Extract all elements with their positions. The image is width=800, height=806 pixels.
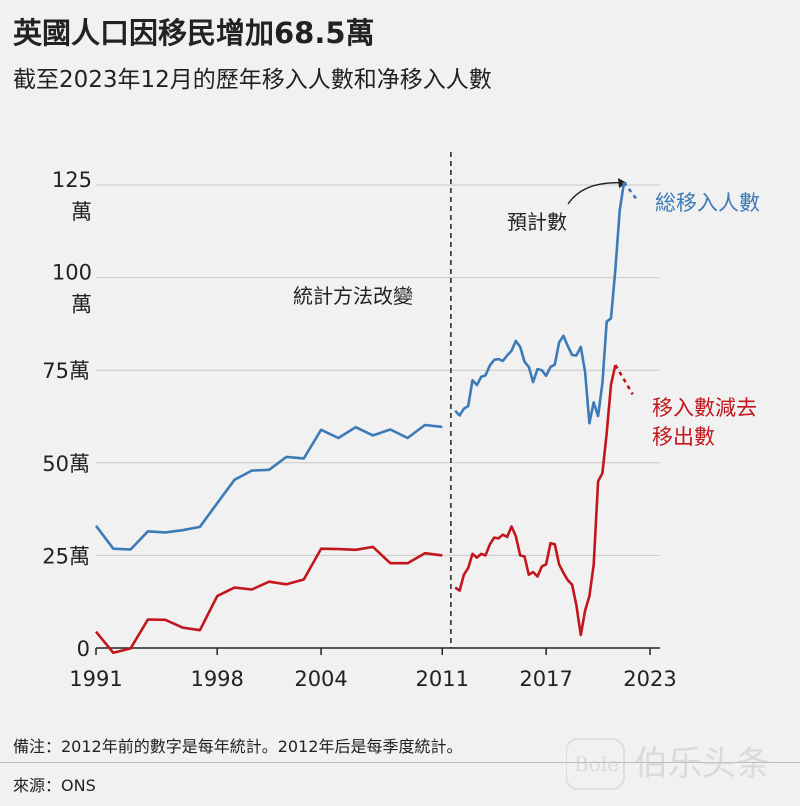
source-credit: 來源：ONS [13, 776, 96, 795]
x-tick-label: 2023 [623, 667, 676, 691]
series-line-annual-1 [94, 545, 443, 655]
x-tick-label: 2011 [416, 667, 469, 691]
footer-divider [0, 762, 800, 763]
x-tick-label: 2017 [519, 667, 572, 691]
y-tick-label: 0 [77, 637, 90, 661]
x-tick-label: 1998 [190, 667, 243, 691]
series-line-projected-0 [622, 181, 639, 201]
watermark-badge [566, 738, 625, 790]
series-line-quarterly-1 [454, 364, 617, 637]
y-tick-label: 25萬 [42, 544, 90, 568]
series-label-net-line1: 移入數減去 [652, 396, 757, 420]
projected-label: 預計數 [507, 210, 567, 234]
chart-subtitle: 截至2023年12月的歷年移入人數和净移入人數 [13, 67, 492, 93]
series-line-projected-1 [614, 364, 634, 395]
y-tick-label: 125 [52, 168, 92, 192]
series-line-quarterly-0 [454, 182, 626, 425]
watermark-text: 伯乐头条 [634, 744, 770, 784]
footnote: 備注：2012年前的數字是每年統計。2012年后是每季度統計。 [13, 737, 463, 756]
chart-title: 英國人口因移民增加68.5萬 [13, 16, 375, 50]
watermark-badge-text: Bole [574, 752, 619, 776]
series-line-annual-0 [94, 423, 443, 551]
method-change-label: 統計方法改變 [293, 284, 413, 308]
projected-arrowhead [618, 178, 627, 188]
series-label-net-line2: 移出數 [652, 425, 715, 449]
x-tick-label: 2004 [294, 667, 347, 691]
y-tick-label-unit: 萬 [71, 293, 92, 317]
watermark-logo: Bole 伯乐头条 [566, 738, 770, 790]
series-label-immigration: 総移入人數 [655, 191, 760, 215]
line-chart: 0 25萬 50萬 75萬 100 萬 125 萬 1991 1998 2004 2011 2017 2… [42, 152, 760, 691]
y-tick-label-unit: 萬 [71, 200, 92, 224]
y-tick-label: 75萬 [42, 359, 90, 383]
y-tick-label: 50萬 [42, 452, 90, 476]
y-tick-label: 100 [52, 261, 92, 285]
x-tick-label: 1991 [69, 667, 122, 691]
projected-arrow [567, 182, 627, 205]
